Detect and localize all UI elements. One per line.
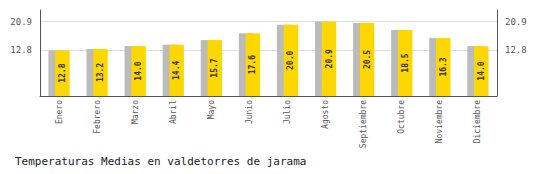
svg-text:Enero: Enero: [55, 100, 64, 124]
svg-text:Diciembre: Diciembre: [473, 100, 482, 144]
svg-text:Marzo: Marzo: [131, 100, 140, 124]
svg-text:Junio: Junio: [245, 100, 254, 124]
svg-text:Julio: Julio: [283, 100, 292, 124]
svg-text:17.6: 17.6: [248, 55, 257, 74]
svg-text:13.2: 13.2: [96, 63, 105, 82]
svg-text:Octubre: Octubre: [397, 100, 406, 134]
svg-text:Abril: Abril: [169, 100, 178, 124]
svg-text:Agosto: Agosto: [321, 100, 330, 129]
svg-text:Noviembre: Noviembre: [435, 100, 444, 144]
svg-text:Febrero: Febrero: [93, 100, 102, 134]
svg-text:12.8: 12.8: [505, 45, 527, 55]
svg-text:12.8: 12.8: [10, 45, 32, 55]
svg-text:Septiembre: Septiembre: [359, 100, 368, 148]
svg-text:20.5: 20.5: [363, 50, 372, 69]
svg-text:Mayo: Mayo: [207, 100, 216, 119]
svg-text:14.0: 14.0: [477, 61, 486, 80]
svg-text:Temperaturas Medias en valdeto: Temperaturas Medias en valdetorres de ja…: [15, 155, 306, 168]
svg-text:15.7: 15.7: [210, 58, 219, 77]
svg-text:20.9: 20.9: [505, 17, 527, 27]
svg-text:20.9: 20.9: [325, 49, 334, 68]
svg-text:18.5: 18.5: [401, 53, 410, 72]
svg-text:14.4: 14.4: [172, 61, 181, 80]
svg-text:14.0: 14.0: [134, 61, 143, 80]
svg-text:16.3: 16.3: [439, 57, 448, 76]
svg-text:12.8: 12.8: [58, 63, 67, 82]
svg-text:20.9: 20.9: [10, 17, 32, 27]
svg-text:20.0: 20.0: [286, 51, 295, 70]
